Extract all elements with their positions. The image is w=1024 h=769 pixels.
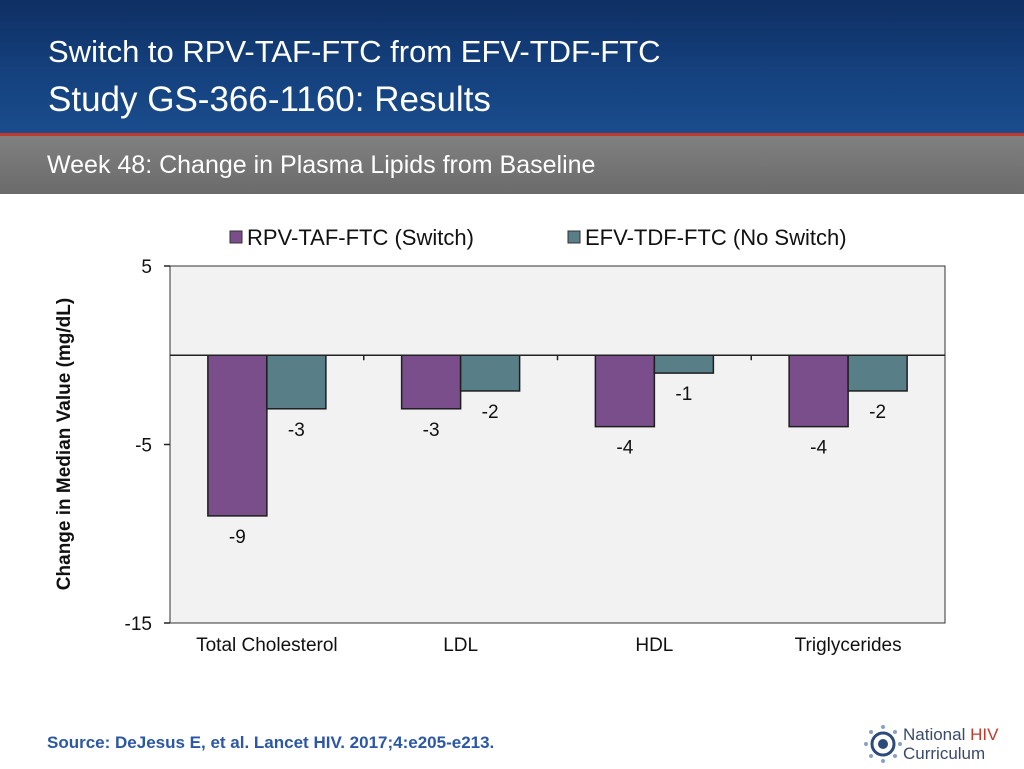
data-label: -3 [288, 420, 305, 441]
legend-swatch [567, 230, 581, 244]
bar-switch-ldl [400, 354, 462, 410]
x-tick-label: LDL [443, 635, 478, 656]
logo-text-national: National [903, 725, 971, 744]
logo-text-hiv: HIV [970, 725, 999, 744]
title-banner: Switch to RPV-TAF-FTC from EFV-TDF-FTC S… [0, 0, 1024, 136]
data-label: -9 [229, 527, 246, 548]
logo-text-curriculum: Curriculum [903, 744, 986, 763]
data-label: -1 [675, 384, 692, 405]
y-tick-label: -5 [135, 436, 152, 457]
data-label: -4 [810, 438, 827, 459]
logo-emblem-icon [864, 725, 902, 763]
data-label: -2 [869, 402, 886, 423]
title-line-1: Switch to RPV-TAF-FTC from EFV-TDF-FTC [48, 34, 661, 69]
y-tick-label: -15 [125, 614, 152, 635]
bar-no-switch-hdl [653, 354, 715, 374]
bar-switch-hdl [594, 354, 656, 428]
data-label: -4 [616, 438, 633, 459]
title-line-2: Study GS-366-1160: Results [48, 80, 491, 119]
lipid-bar-chart: RPV-TAF-FTC (Switch) EFV-TDF-FTC (No Swit… [54, 225, 946, 656]
bar-switch-total-cholesterol [207, 354, 268, 517]
bar-no-switch-ldl [459, 354, 521, 392]
legend-swatch [229, 230, 243, 244]
data-label: -3 [423, 420, 440, 441]
legend-label: EFV-TDF-FTC (No Switch) [585, 225, 847, 250]
subtitle: Week 48: Change in Plasma Lipids from Ba… [47, 151, 596, 179]
bar-no-switch-total-cholesterol [266, 354, 327, 410]
data-label: -2 [482, 402, 499, 423]
source-citation: Source: DeJesus E, et al. Lancet HIV. 20… [47, 733, 495, 752]
subtitle-bar: Week 48: Change in Plasma Lipids from Ba… [0, 136, 1024, 194]
x-tick-label: Triglycerides [795, 635, 902, 656]
plot-area [169, 265, 946, 624]
y-axis-label: Change in Median Value (mg/dL) [54, 298, 75, 590]
legend-label: RPV-TAF-FTC (Switch) [247, 225, 474, 250]
bar-switch-triglycerides [788, 354, 849, 428]
bar-no-switch-triglycerides [847, 354, 908, 392]
chart-legend: RPV-TAF-FTC (Switch) EFV-TDF-FTC (No Swit… [229, 225, 847, 250]
x-tick-label: Total Cholesterol [196, 635, 338, 656]
y-tick-label: 5 [141, 257, 152, 278]
x-tick-label: HDL [635, 635, 673, 656]
national-hiv-curriculum-logo: National HIV Curriculum [863, 724, 1023, 766]
